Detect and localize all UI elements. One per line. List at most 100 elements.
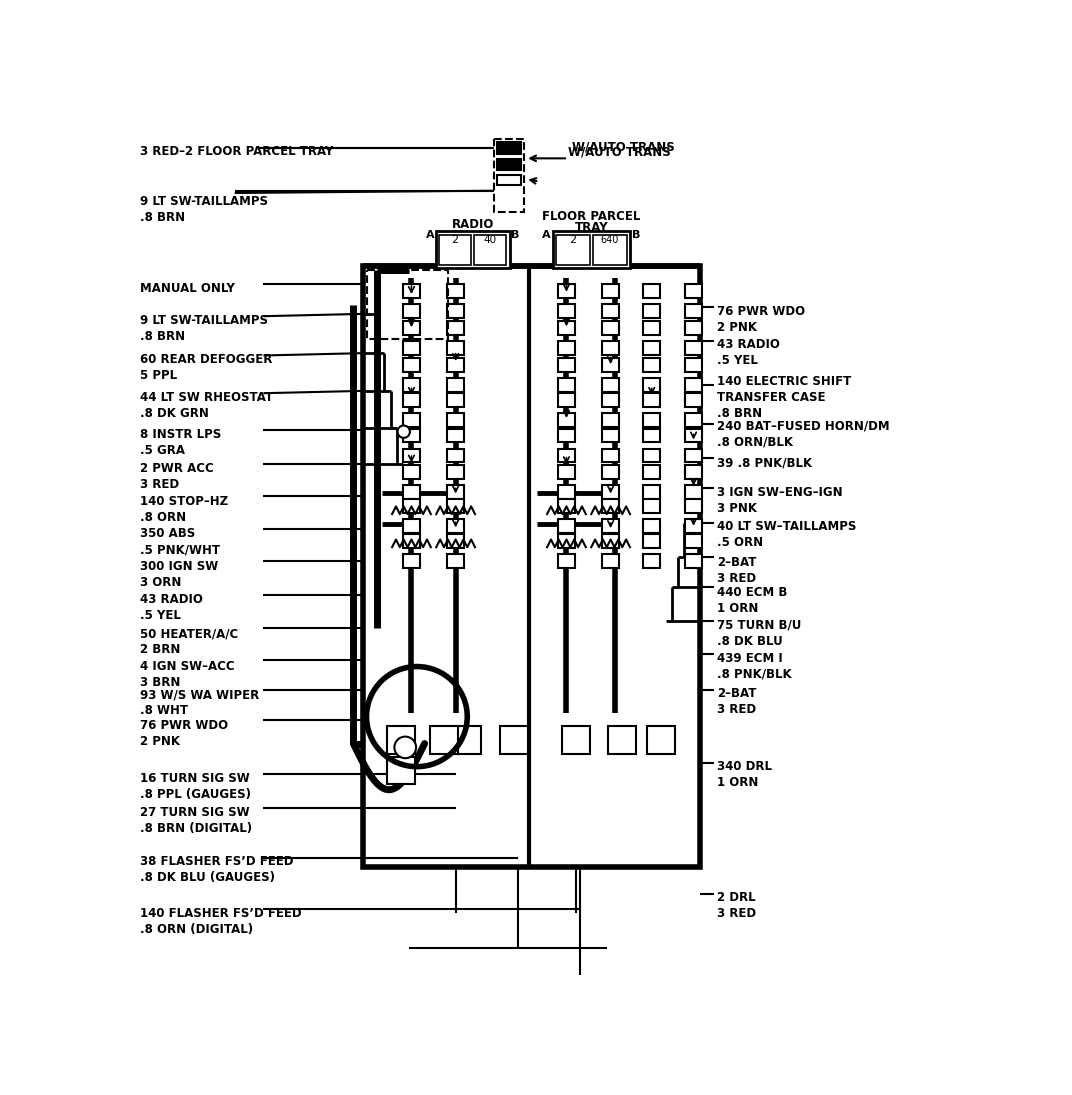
Text: 2 PWR ACC
3 RED: 2 PWR ACC 3 RED xyxy=(140,462,214,492)
Text: 50 HEATER/A/C
2 BRN: 50 HEATER/A/C 2 BRN xyxy=(140,627,238,656)
Bar xyxy=(403,341,420,355)
Bar xyxy=(685,449,702,462)
Text: 75 TURN B/U
.8 DK BLU: 75 TURN B/U .8 DK BLU xyxy=(717,619,801,648)
Bar xyxy=(403,413,420,427)
Bar xyxy=(685,358,702,371)
Text: 340 DRL
1 ORN: 340 DRL 1 ORN xyxy=(717,761,772,789)
Text: 9 LT SW-TAILLAMPS
.8 BRN: 9 LT SW-TAILLAMPS .8 BRN xyxy=(140,314,268,343)
Text: 140 ELECTRIC SHIFT
TRANSFER CASE
.8 BRN: 140 ELECTRIC SHIFT TRANSFER CASE .8 BRN xyxy=(717,374,851,419)
Bar xyxy=(497,159,521,170)
Bar xyxy=(440,234,471,265)
Text: 3 IGN SW–ENG–IGN
3 PNK: 3 IGN SW–ENG–IGN 3 PNK xyxy=(717,485,843,515)
Bar xyxy=(602,378,620,392)
Text: 40: 40 xyxy=(483,234,496,244)
Bar xyxy=(557,485,575,498)
Text: 39 .8 PNK/BLK: 39 .8 PNK/BLK xyxy=(717,457,812,470)
Text: 140 FLASHER FS’D FEED
.8 ORN (DIGITAL): 140 FLASHER FS’D FEED .8 ORN (DIGITAL) xyxy=(140,907,302,936)
Text: 2–BAT
3 RED: 2–BAT 3 RED xyxy=(717,555,756,585)
Bar xyxy=(552,231,630,268)
Bar xyxy=(403,321,420,335)
Bar xyxy=(447,554,464,568)
Bar xyxy=(403,378,420,392)
Bar xyxy=(557,464,575,479)
Text: 140 STOP–HZ
.8 ORN: 140 STOP–HZ .8 ORN xyxy=(140,495,228,523)
Text: 350 ABS
.5 PNK/WHT: 350 ABS .5 PNK/WHT xyxy=(140,527,220,556)
Bar xyxy=(447,519,464,533)
Bar xyxy=(447,358,464,371)
Bar xyxy=(362,266,700,867)
Bar xyxy=(557,358,575,371)
Bar xyxy=(497,174,521,185)
Bar xyxy=(555,234,590,265)
Bar xyxy=(557,378,575,392)
Bar xyxy=(557,393,575,407)
Bar xyxy=(685,464,702,479)
Text: FLOOR PARCEL: FLOOR PARCEL xyxy=(542,210,640,223)
Bar xyxy=(557,304,575,318)
Text: 43 RADIO
.5 YEL: 43 RADIO .5 YEL xyxy=(140,593,203,622)
Bar xyxy=(447,428,464,442)
Bar xyxy=(557,284,575,298)
Bar xyxy=(602,449,620,462)
Bar xyxy=(447,534,464,548)
Bar xyxy=(685,534,702,548)
Bar xyxy=(647,726,675,753)
Bar xyxy=(602,321,620,335)
Text: RADIO: RADIO xyxy=(451,218,494,231)
Bar xyxy=(643,358,660,371)
Text: 440 ECM B
1 ORN: 440 ECM B 1 ORN xyxy=(717,586,787,614)
Bar xyxy=(447,499,464,514)
Text: 2: 2 xyxy=(451,234,459,244)
Text: W/AUTO TRANS: W/AUTO TRANS xyxy=(568,146,671,159)
Bar xyxy=(447,284,464,298)
Bar xyxy=(685,304,702,318)
Bar xyxy=(602,304,620,318)
Bar xyxy=(643,393,660,407)
Text: 60 REAR DEFOGGER
5 PPL: 60 REAR DEFOGGER 5 PPL xyxy=(140,354,272,382)
Bar xyxy=(447,378,464,392)
Bar xyxy=(685,284,702,298)
Bar xyxy=(403,449,420,462)
Text: B: B xyxy=(631,230,640,240)
Text: 43 RADIO
.5 YEL: 43 RADIO .5 YEL xyxy=(717,337,779,367)
Text: MANUAL ONLY: MANUAL ONLY xyxy=(140,281,235,295)
Bar xyxy=(387,726,415,753)
Bar xyxy=(685,428,702,442)
Bar xyxy=(403,428,420,442)
Bar xyxy=(608,726,636,753)
Bar xyxy=(602,554,620,568)
Text: W/AUTO TRANS: W/AUTO TRANS xyxy=(571,140,674,153)
Text: 2 DRL
3 RED: 2 DRL 3 RED xyxy=(717,890,756,920)
Bar xyxy=(436,231,510,268)
Bar xyxy=(685,554,702,568)
Text: A: A xyxy=(542,230,551,240)
Bar xyxy=(643,554,660,568)
Text: 9 LT SW-TAILLAMPS
.8 BRN: 9 LT SW-TAILLAMPS .8 BRN xyxy=(140,195,268,223)
Text: 2: 2 xyxy=(569,234,577,244)
Bar xyxy=(474,234,506,265)
Bar xyxy=(494,139,524,212)
Bar xyxy=(685,393,702,407)
Text: 40 LT SW–TAILLAMPS
.5 ORN: 40 LT SW–TAILLAMPS .5 ORN xyxy=(717,520,857,550)
Bar xyxy=(643,428,660,442)
Text: 3 RED–2 FLOOR PARCEL TRAY: 3 RED–2 FLOOR PARCEL TRAY xyxy=(140,146,333,159)
Bar xyxy=(602,358,620,371)
Bar xyxy=(497,142,521,154)
Text: 27 TURN SIG SW
.8 BRN (DIGITAL): 27 TURN SIG SW .8 BRN (DIGITAL) xyxy=(140,806,252,834)
Bar xyxy=(447,464,464,479)
Text: 76 PWR WDO
2 PNK: 76 PWR WDO 2 PNK xyxy=(717,304,805,334)
Bar xyxy=(643,485,660,498)
Bar xyxy=(557,428,575,442)
Bar xyxy=(602,485,620,498)
Bar xyxy=(643,321,660,335)
Bar xyxy=(557,321,575,335)
Bar xyxy=(593,234,627,265)
Bar xyxy=(602,284,620,298)
Text: 300 IGN SW
3 ORN: 300 IGN SW 3 ORN xyxy=(140,561,219,589)
Text: 38 FLASHER FS’D FEED
.8 DK BLU (GAUGES): 38 FLASHER FS’D FEED .8 DK BLU (GAUGES) xyxy=(140,855,294,884)
Text: 8 INSTR LPS
.5 GRA: 8 INSTR LPS .5 GRA xyxy=(140,428,222,457)
Bar xyxy=(447,449,464,462)
Bar xyxy=(643,304,660,318)
Bar xyxy=(562,726,590,753)
Bar xyxy=(403,485,420,498)
